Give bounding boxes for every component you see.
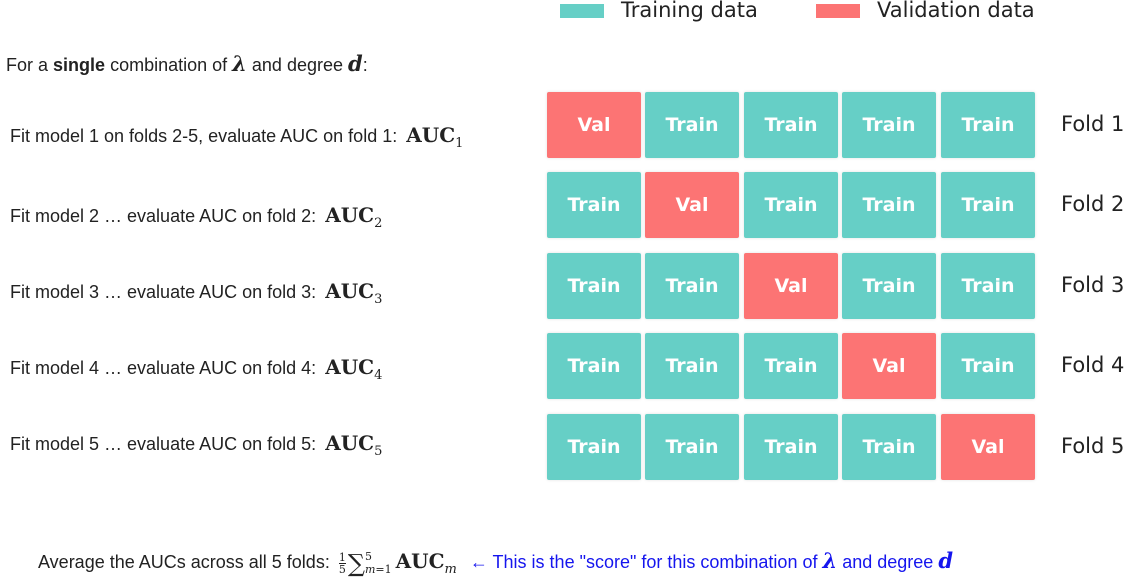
auc-label: AUC [325,431,375,455]
auc-subscript: 2 [374,216,383,231]
train-cell: Train [547,414,641,480]
auc-label: AUC [325,355,375,379]
step-text: Fit model 2 … evaluate AUC on fold 2: [10,206,317,226]
intro-and: and degree [251,55,343,75]
lambda-symbol: λ [232,51,247,76]
intro-text: For a single combination of λ and degree… [6,51,368,76]
sum-lower: m=1 [365,563,392,576]
train-cell: Train [744,333,838,399]
auc-metric: AUC1 [406,123,463,151]
degree-symbol: d [348,51,363,76]
intro-prefix: For a [6,55,49,75]
average-text: Average the AUCs across all 5 folds: [38,552,330,572]
sum-limits: 5 m=1 [365,550,392,576]
auc-metric: AUC2 [325,203,382,231]
intro-suffix: : [362,55,368,75]
train-cell: Train [941,253,1035,319]
step-text: Fit model 1 on folds 2-5, evaluate AUC o… [10,126,398,146]
step-5: Fit model 5 … evaluate AUC on fold 5: AU… [10,431,382,459]
train-cell: Train [645,414,739,480]
train-cell: Train [941,92,1035,158]
fraction-numerator: 1 [338,550,346,564]
auc-subscript: 1 [455,136,464,151]
sum-upper: 5 [364,550,372,564]
score-note-text: ← This is the "score" for this combinati… [469,552,818,572]
train-cell: Train [842,92,936,158]
train-cell: Train [941,333,1035,399]
step-1: Fit model 1 on folds 2-5, evaluate AUC o… [10,123,463,151]
score-note-and: and degree [842,552,934,572]
step-text: Fit model 4 … evaluate AUC on fold 4: [10,358,317,378]
step-text: Fit model 3 … evaluate AUC on fold 3: [10,282,317,302]
train-cell: Train [842,253,936,319]
auc-metric: AUC3 [325,279,382,307]
fold-label: Fold 4 [1061,353,1125,377]
fraction-denominator: 5 [338,562,346,576]
intro-middle: combination of [110,55,228,75]
auc-subscript: 4 [374,368,383,383]
degree-symbol: d [938,548,954,573]
val-cell: Val [547,92,641,158]
step-4: Fit model 4 … evaluate AUC on fold 4: AU… [10,355,382,383]
auc-metric: AUC4 [325,355,382,383]
step-3: Fit model 3 … evaluate AUC on fold 3: AU… [10,279,382,307]
auc-subscript: m [444,562,457,577]
auc-label: AUC [325,279,375,303]
sum-symbol: ∑ [347,549,365,578]
train-cell: Train [842,172,936,238]
legend-swatch-training [560,4,604,18]
fold-label: Fold 5 [1061,434,1125,458]
auc-label: AUC [406,123,456,147]
score-note: ← This is the "score" for this combinati… [469,548,953,573]
train-cell: Train [547,253,641,319]
train-cell: Train [645,333,739,399]
intro-bold: single [53,55,106,75]
fold-label: Fold 1 [1061,112,1125,136]
val-cell: Val [842,333,936,399]
val-cell: Val [744,253,838,319]
train-cell: Train [645,253,739,319]
auc-metric: AUC5 [325,431,382,459]
sum-lower-rest: =1 [375,563,392,577]
legend-label-training: Training data [621,0,758,22]
step-2: Fit model 2 … evaluate AUC on fold 2: AU… [10,203,382,231]
train-cell: Train [744,414,838,480]
average-formula: Average the AUCs across all 5 folds: 1 5 ∑… [38,548,953,577]
lambda-symbol: λ [822,548,838,573]
auc-subscript: 5 [374,444,383,459]
auc-subscript: 3 [374,292,383,307]
step-text: Fit model 5 … evaluate AUC on fold 5: [10,434,317,454]
sum-lower-var: m [364,563,376,577]
val-cell: Val [941,414,1035,480]
train-cell: Train [744,172,838,238]
legend-label-validation: Validation data [877,0,1035,22]
val-cell: Val [645,172,739,238]
train-cell: Train [645,92,739,158]
legend-swatch-validation [816,4,860,18]
train-cell: Train [547,172,641,238]
auc-mean-metric: AUCm [395,549,457,577]
auc-label: AUC [325,203,375,227]
train-cell: Train [941,172,1035,238]
fold-label: Fold 3 [1061,273,1125,297]
fold-label: Fold 2 [1061,192,1125,216]
train-cell: Train [547,333,641,399]
auc-label: AUC [395,549,445,573]
train-cell: Train [842,414,936,480]
train-cell: Train [744,92,838,158]
